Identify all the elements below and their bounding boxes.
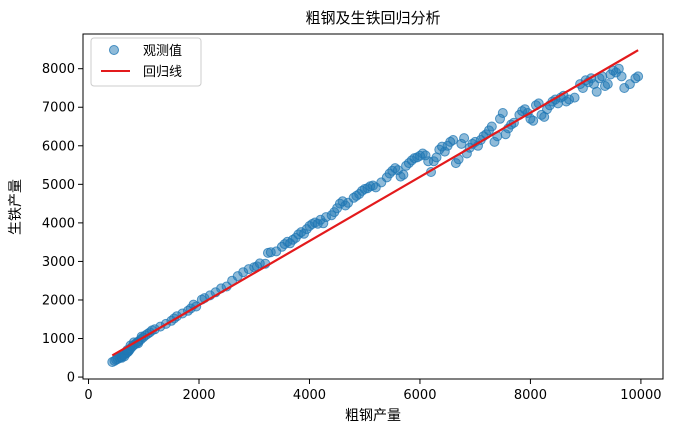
scatter-point (486, 121, 497, 132)
scatter-point (448, 135, 459, 145)
y-tick-label: 5000 (42, 178, 75, 193)
y-axis: 0 1000 2000 3000 4000 5000 6000 7000 8000 (42, 62, 83, 386)
scatter-series-observed (107, 63, 644, 367)
y-tick-label: 2000 (42, 293, 75, 308)
plot-content (107, 49, 644, 367)
chart-title: 粗钢及生铁回归分析 (305, 9, 440, 27)
scatter-point (616, 71, 627, 82)
y-tick-label: 0 (67, 371, 75, 386)
plot-frame (82, 33, 664, 380)
legend-marker-observed (109, 45, 119, 55)
y-tick-label: 7000 (42, 101, 75, 116)
y-tick-label: 3000 (42, 255, 75, 270)
x-tick-label: 0 (84, 388, 92, 403)
y-axis-label: 生铁产量 (8, 179, 24, 235)
y-tick-label: 8000 (42, 62, 75, 77)
x-tick-label: 10000 (620, 388, 661, 403)
x-tick-label: 8000 (514, 388, 547, 403)
x-axis-label: 粗钢产量 (345, 408, 401, 424)
legend-label-observed: 观测值 (143, 43, 182, 59)
x-axis: 0 2000 4000 6000 8000 10000 (84, 379, 662, 403)
scatter-point (459, 133, 470, 144)
y-tick-label: 6000 (42, 139, 75, 154)
scatter-point (569, 92, 580, 103)
legend-label-regression: 回归线 (143, 65, 182, 80)
x-tick-label: 6000 (403, 388, 436, 403)
x-tick-label: 4000 (293, 388, 326, 403)
regression-line (111, 49, 639, 357)
scatter-point (591, 86, 602, 97)
scatter-point (398, 169, 409, 180)
scatter-point (633, 71, 644, 82)
legend: 观测值 回归线 (90, 37, 202, 87)
scatter-point (497, 108, 508, 118)
scatter-point (528, 115, 539, 126)
y-tick-label: 4000 (42, 216, 75, 231)
y-tick-label: 1000 (42, 332, 75, 347)
x-tick-label: 2000 (182, 388, 215, 403)
scatter-point (602, 79, 613, 90)
